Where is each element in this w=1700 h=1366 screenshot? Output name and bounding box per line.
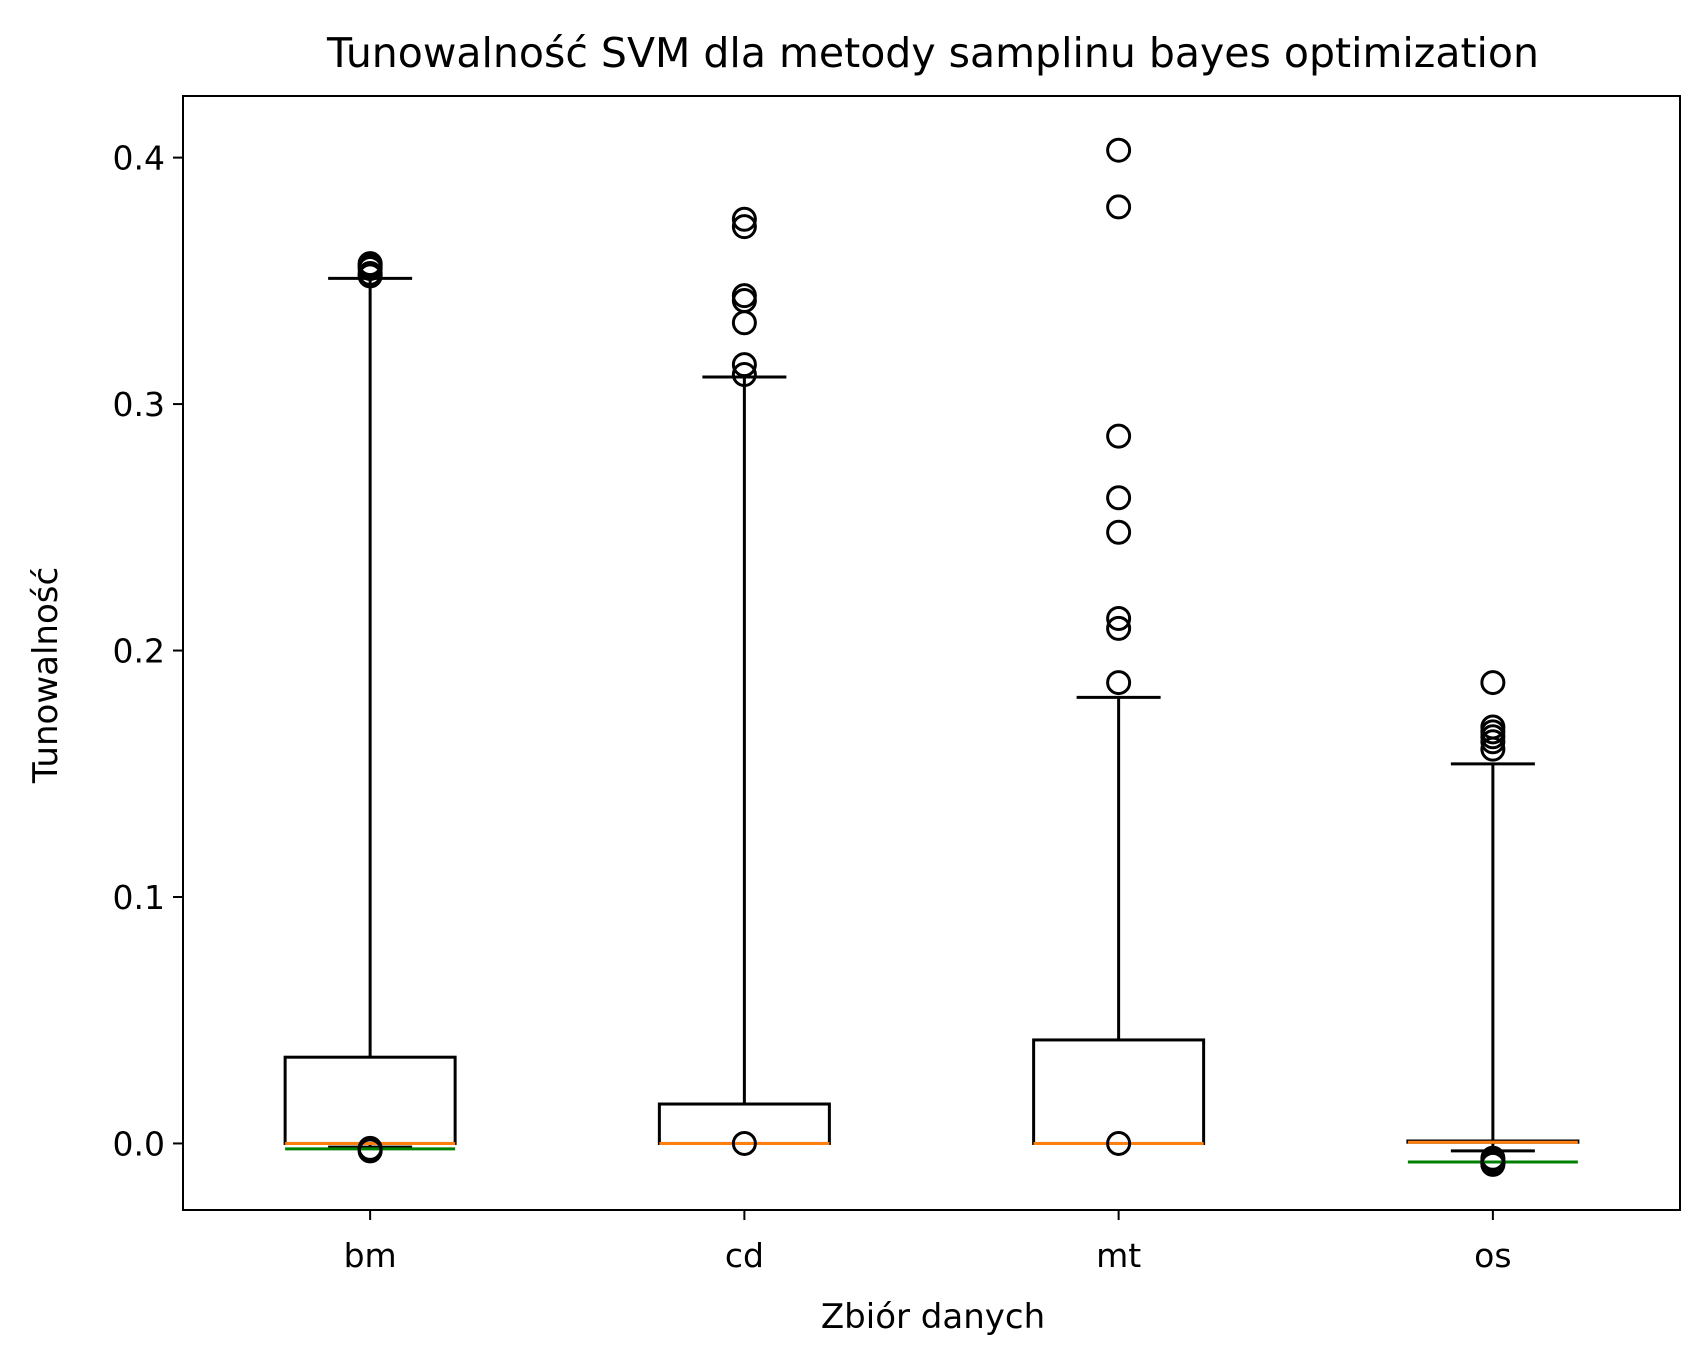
outlier-point (357, 263, 383, 289)
y-tick-label: 0.4 (113, 139, 165, 178)
y-tick-label: 0.1 (113, 878, 165, 917)
outlier-point (1106, 1130, 1132, 1156)
outlier-point (1480, 1151, 1506, 1177)
x-tick-label: mt (1096, 1236, 1141, 1275)
y-tick-label: 0.0 (113, 1124, 165, 1163)
y-tick-label: 0.3 (113, 385, 165, 424)
outlier-point (1106, 423, 1132, 449)
outlier-point (731, 362, 757, 387)
outlier-point (1106, 605, 1132, 631)
plot-frame (182, 95, 1681, 1211)
plot-area: 0.0 0.1 0.2 0.3 0.4 bm cd mt os (113, 95, 1681, 1275)
y-axis-label: Tunowalność (26, 567, 66, 784)
outlier-point (1106, 485, 1132, 511)
chart-title: Tunowalność SVM dla metody samplinu baye… (326, 29, 1539, 77)
outlier-point (731, 310, 757, 336)
outlier-point (731, 1130, 757, 1156)
x-axis-label: Zbiór danych (821, 1297, 1045, 1337)
outlier-point (1106, 519, 1132, 545)
outlier-point (1480, 736, 1506, 762)
outlier-point (1106, 670, 1132, 696)
outlier-point (731, 206, 757, 232)
x-tick-label: bm (344, 1236, 397, 1275)
x-tick-label: cd (725, 1236, 764, 1275)
outlier-point (1480, 670, 1506, 696)
outlier-point (731, 214, 757, 240)
y-tick-label: 0.2 (113, 632, 165, 671)
outlier-point (357, 1138, 383, 1164)
outlier-point (1106, 137, 1132, 163)
outlier-point (1106, 615, 1132, 641)
outlier-point (1106, 194, 1132, 220)
x-tick-label: os (1474, 1236, 1511, 1275)
outlier-point (1480, 729, 1506, 755)
outlier-point (731, 352, 757, 378)
